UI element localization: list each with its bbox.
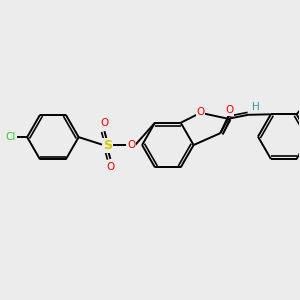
Text: O: O bbox=[225, 105, 233, 116]
Text: H: H bbox=[252, 102, 260, 112]
Text: O: O bbox=[100, 118, 109, 128]
Text: O: O bbox=[127, 140, 135, 150]
Text: Cl: Cl bbox=[5, 132, 16, 142]
Text: O: O bbox=[196, 107, 205, 117]
Text: O: O bbox=[106, 162, 115, 172]
Text: S: S bbox=[103, 139, 112, 152]
